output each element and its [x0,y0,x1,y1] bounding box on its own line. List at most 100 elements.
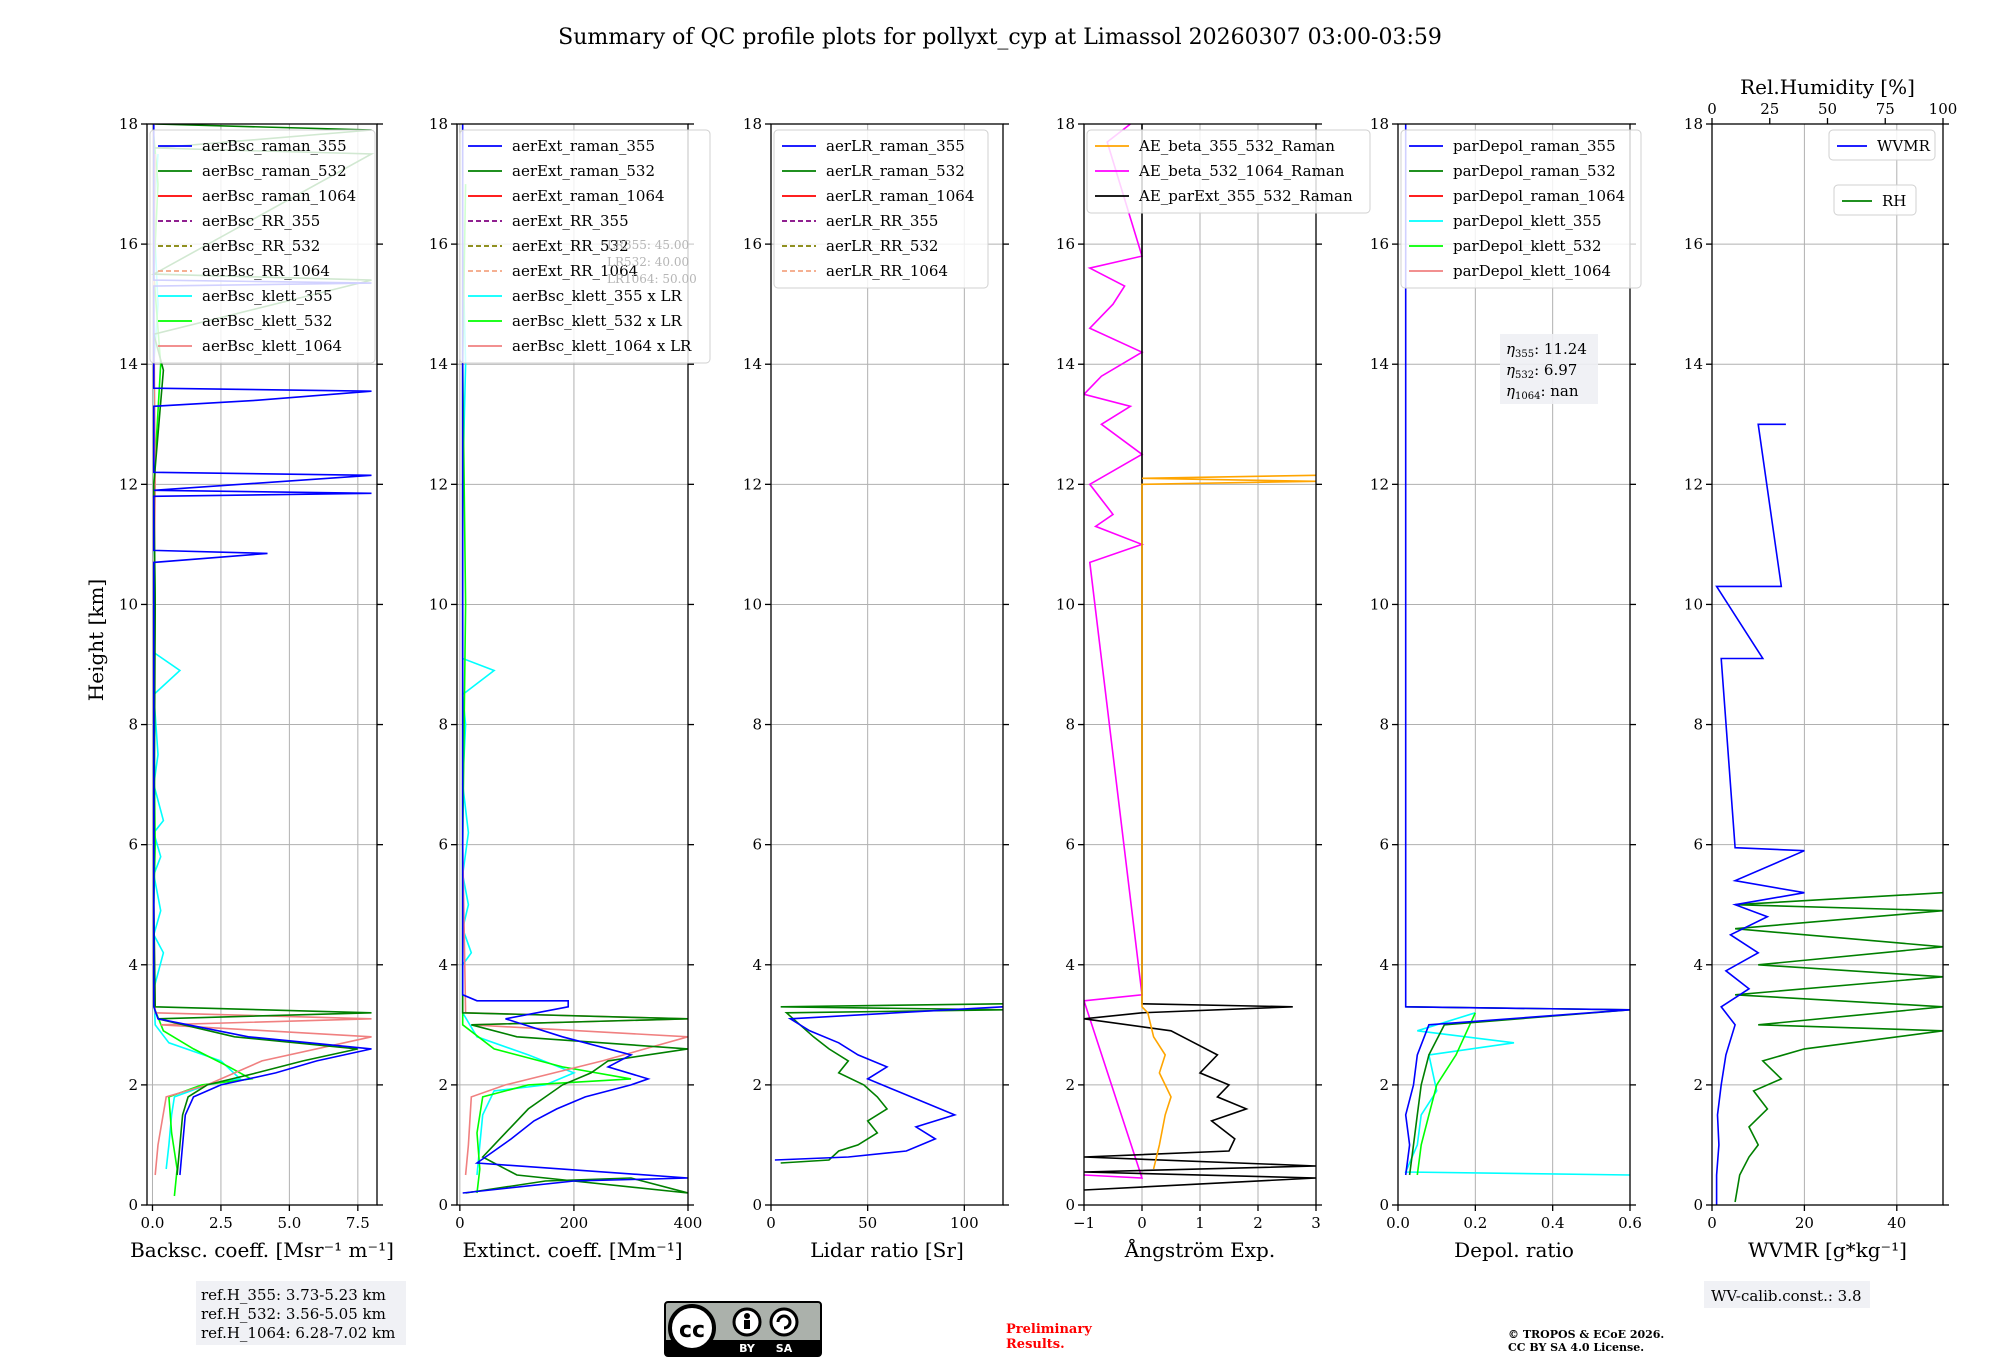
wv-calib-note: WV-calib.const.: 3.8 [1704,1281,1870,1308]
x-tick-label: 0 [766,1214,776,1232]
y-tick-label: 2 [128,1076,138,1094]
legend-label: aerBsc_RR_355 [202,212,320,230]
y-tick-label: 14 [1684,355,1703,373]
y-tick-label: 12 [119,475,138,493]
legend-label: aerBsc_raman_1064 [202,187,356,205]
legend-label: aerBsc_RR_1064 [202,262,330,280]
y-tick-label: 16 [1056,235,1075,253]
x-axis-label-bsc: Backsc. coeff. [Msr⁻¹ m⁻¹] [130,1238,394,1262]
cc-logo-icon [668,1304,716,1352]
axes-frame-lr [770,123,1004,1206]
panel-bsc: 0 2 4 6 8 10 12 14 16 18 0.0 2.5 5.0 7.5 Backsc. coeff… [119,115,394,1262]
y-tick-label: 10 [119,595,138,613]
y-tick-label: 18 [743,115,762,133]
y-tick-label: 6 [438,836,448,854]
legend-label: aerLR_raman_1064 [826,187,974,205]
x-tick-label: 0.2 [1463,1214,1487,1232]
lidar-ratio-note-line: LR1064: 50.00 [607,272,697,286]
legend-label: RH [1882,192,1906,210]
y-tick-label: 12 [743,475,762,493]
ref-height-532: ref.H_532: 3.56-5.05 km [201,1305,386,1323]
legend-box [1086,129,1371,214]
y-tick-label: 6 [1065,836,1075,854]
y-tick-label: 10 [429,595,448,613]
x-tick-label: 40 [1887,1214,1906,1232]
y-tick-label: 14 [1056,355,1075,373]
y-tick-label: 8 [752,716,762,734]
y-tick-label: 0 [128,1196,138,1214]
ref-height-1064: ref.H_1064: 6.28-7.02 km [201,1324,395,1342]
x-tick-label: 20 [1795,1214,1814,1232]
series-depol-pardepol-raman-355 [1404,124,1630,1176]
x-tick-label: 0.4 [1541,1214,1565,1232]
legend-label: aerBsc_klett_532 [202,312,333,330]
x-tick-label: 7.5 [346,1214,370,1232]
x-tick-label: 3 [1311,1214,1321,1232]
legend-label: aerBsc_RR_532 [202,237,320,255]
legend-label: parDepol_klett_532 [1453,237,1602,255]
y-tick-label: 10 [1684,595,1703,613]
legend-label: aerLR_RR_532 [826,237,938,255]
y-tick-label: 14 [743,355,762,373]
legend-label: aerBsc_klett_355 [202,287,333,305]
top-x-tick-label: 75 [1876,100,1895,118]
y-tick-label: 4 [128,956,138,974]
wv-calib-text: WV-calib.const.: 3.8 [1711,1287,1862,1305]
x-tick-label: 0 [455,1214,465,1232]
x-tick-label: 5.0 [277,1214,301,1232]
y-tick-label: 18 [1684,115,1703,133]
y-tick-label: 4 [752,956,762,974]
ref-height-note: ref.H_355: 3.73-5.23 km ref.H_532: 3.56-… [196,1281,406,1345]
legend-box [459,129,711,364]
y-tick-label: 18 [119,115,138,133]
y-tick-label: 16 [1684,235,1703,253]
y-tick-label: 4 [1379,956,1389,974]
preliminary-notice-line1: Preliminary [1006,1322,1092,1337]
legend-label: aerExt_raman_355 [512,137,655,155]
lidar-ratio-note: LR355: 45.00 LR532: 40.00 LR1064: 50.00 [607,238,697,286]
y-axis-label: Height [km] [84,579,108,701]
legend-box [1833,184,1917,216]
legend-label: aerBsc_raman_355 [202,137,347,155]
legend-ae: AE_beta_355_532_Raman AE_beta_532_1064_Ra… [1086,129,1371,214]
y-tick-label: 10 [1370,595,1389,613]
y-tick-label: 0 [752,1196,762,1214]
top-x-tick-label: 100 [1929,100,1958,118]
cc-by-sa-badge[interactable]: cc BY SA [664,1301,822,1357]
eta-355: η355: 11.24 [1506,340,1587,360]
y-tick-label: 6 [1379,836,1389,854]
y-tick-label: 14 [1370,355,1389,373]
x-tick-label: 0.6 [1618,1214,1642,1232]
top-x-tick-label: 25 [1760,100,1779,118]
axes-frame-depol [1397,123,1631,1206]
y-tick-label: 4 [1693,956,1703,974]
y-tick-label: 8 [1379,716,1389,734]
series-bsc-aerbsc-klett-1064 [152,153,372,1176]
by-label: BY [739,1342,756,1355]
legend-label: aerLR_raman_355 [826,137,965,155]
legend-label: parDepol_raman_1064 [1453,187,1625,205]
x-tick-label: 50 [858,1214,877,1232]
legend-label: parDepol_klett_355 [1453,212,1602,230]
y-tick-label: 14 [429,355,448,373]
legend-label: aerBsc_raman_532 [202,162,347,180]
x-axis-label-lr: Lidar ratio [Sr] [810,1238,964,1262]
top-x-tick-label: 0 [1707,100,1717,118]
x-tick-label: 0.0 [141,1214,165,1232]
y-tick-label: 2 [752,1076,762,1094]
y-tick-label: 16 [1370,235,1389,253]
legend-label: aerExt_RR_532 [512,237,629,255]
legend-label: aerBsc_klett_1064 x LR [512,337,692,355]
legend-label: AE_beta_355_532_Raman [1138,137,1335,155]
eta-note-box [1500,334,1598,404]
y-tick-label: 12 [429,475,448,493]
y-tick-label: 16 [429,235,448,253]
y-tick-label: 2 [438,1076,448,1094]
series-ext-klett-532 [461,184,632,1194]
top-x-tick-label: 50 [1818,100,1837,118]
y-tick-label: 0 [438,1196,448,1214]
legend-box [773,129,989,289]
y-tick-label: 14 [119,355,138,373]
x-axis-label-depol: Depol. ratio [1454,1238,1574,1262]
